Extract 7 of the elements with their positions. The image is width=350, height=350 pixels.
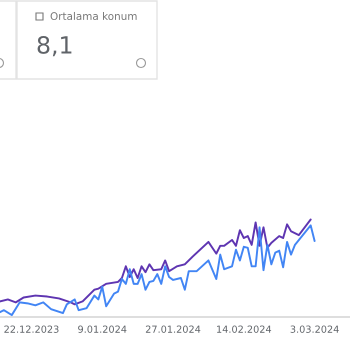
x-tick-label: 14.02.2024 xyxy=(217,326,272,333)
text: 8,1 xyxy=(38,36,72,56)
x-tick-label: 3.03.2024 xyxy=(290,326,339,333)
x-tick-label: 27.01.2024 xyxy=(146,326,200,333)
x-tick-label: 9.01.2024 xyxy=(78,326,126,333)
text: Ortalama konum xyxy=(50,12,137,20)
x-tick-label: 22.12.2023 xyxy=(4,326,59,333)
